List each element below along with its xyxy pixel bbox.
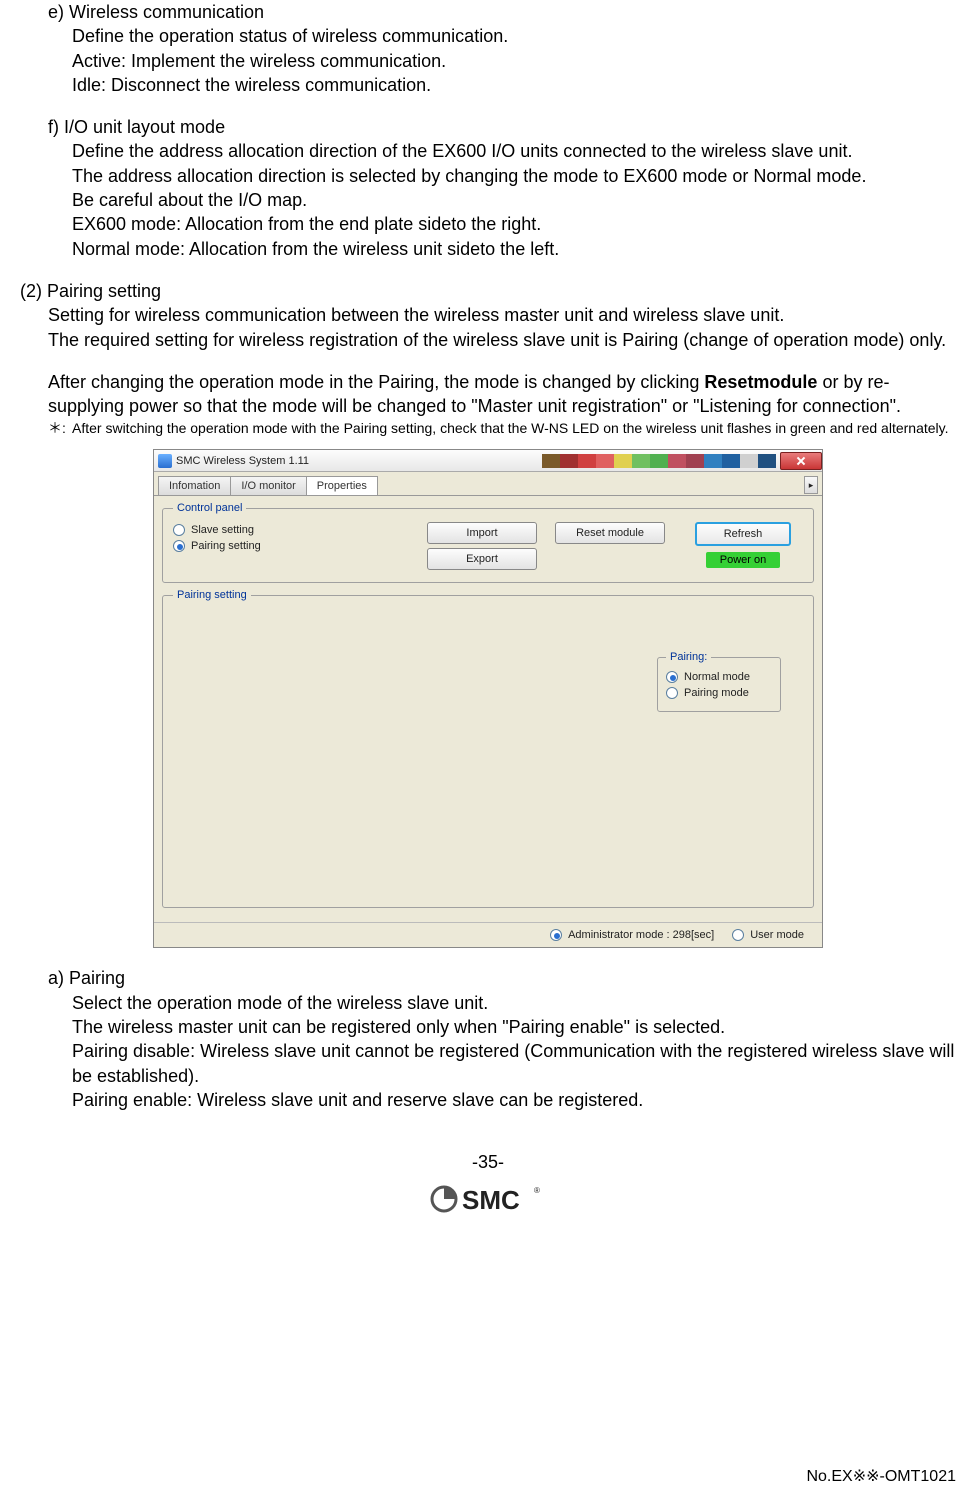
radio-label: Slave setting	[191, 524, 254, 536]
radio-icon	[732, 929, 744, 941]
radio-user-mode[interactable]: User mode	[732, 929, 804, 941]
section-e-line: Idle: Disconnect the wireless communicat…	[20, 73, 956, 97]
colorbar-swatch	[668, 454, 686, 468]
colorbar-swatch	[632, 454, 650, 468]
section-a-line: Select the operation mode of the wireles…	[20, 991, 956, 1015]
status-user-label: User mode	[750, 929, 804, 941]
svg-text:®: ®	[534, 1186, 540, 1195]
pairing-p2: The required setting for wireless regist…	[20, 328, 956, 352]
tab-infomation[interactable]: Infomation	[158, 476, 231, 495]
colorbar-swatch	[560, 454, 578, 468]
colorbar-swatch	[740, 454, 758, 468]
pairing-p3: After changing the operation mode in the…	[20, 370, 956, 419]
section-a-line: Pairing disable: Wireless slave unit can…	[20, 1039, 956, 1088]
section-a-line: The wireless master unit can be register…	[20, 1015, 956, 1039]
pairing-heading: (2) Pairing setting	[20, 279, 956, 303]
note-text: After switching the operation mode with …	[72, 420, 949, 436]
export-button[interactable]: Export	[427, 548, 537, 570]
radio-normal-mode[interactable]: Normal mode	[666, 671, 772, 683]
section-e-line: Define the operation status of wireless …	[20, 24, 956, 48]
import-button[interactable]: Import	[427, 522, 537, 544]
pairing-p3-bold: Resetmodule	[704, 372, 817, 392]
pairing-setting-group: Pairing setting Pairing: Normal mode Pai…	[162, 589, 814, 908]
colorbar-swatch	[542, 454, 560, 468]
window-title: SMC Wireless System 1.11	[176, 455, 309, 467]
pairing-mode-group: Pairing: Normal mode Pairing mode	[657, 651, 781, 712]
note-prefix: ＊:	[48, 418, 72, 439]
colorbar-swatch	[704, 454, 722, 468]
radio-admin-mode[interactable]: Administrator mode : 298[sec]	[550, 929, 714, 941]
radio-pairing-setting[interactable]: Pairing setting	[173, 540, 363, 552]
section-f-line: Define the address allocation direction …	[20, 139, 956, 163]
pairing-note: ＊:After switching the operation mode wit…	[20, 418, 956, 439]
close-icon[interactable]	[780, 452, 822, 470]
reset-module-button[interactable]: Reset module	[555, 522, 665, 544]
section-a-title: a) Pairing	[20, 966, 956, 990]
app-icon	[158, 454, 172, 468]
pairing-setting-legend: Pairing setting	[173, 589, 251, 601]
radio-label: Normal mode	[684, 671, 750, 683]
document-number: No.EX※※-OMT1021	[806, 1466, 956, 1486]
statusbar: Administrator mode : 298[sec] User mode	[154, 922, 822, 947]
radio-icon	[666, 671, 678, 683]
refresh-button[interactable]: Refresh	[695, 522, 791, 546]
colorbar-swatch	[614, 454, 632, 468]
control-panel-group: Control panel Slave setting Pairing sett…	[162, 502, 814, 583]
section-f-line: EX600 mode: Allocation from the end plat…	[20, 212, 956, 236]
section-e-title: e) Wireless communication	[20, 0, 956, 24]
tab-scroll-right-icon[interactable]: ▸	[804, 476, 818, 494]
section-e-line: Active: Implement the wireless communica…	[20, 49, 956, 73]
radio-label: Pairing setting	[191, 540, 261, 552]
colorbar-swatch	[650, 454, 668, 468]
smc-logo: SMC ®	[20, 1179, 956, 1224]
colorbar-swatch	[722, 454, 740, 468]
pairing-p1: Setting for wireless communication betwe…	[20, 303, 956, 327]
app-window: SMC Wireless System 1.11 Infomation I/O …	[153, 449, 823, 948]
colorbar-swatch	[686, 454, 704, 468]
pairing-p3-pre: After changing the operation mode in the…	[48, 372, 704, 392]
pairing-mode-legend: Pairing:	[666, 651, 711, 663]
radio-icon	[173, 524, 185, 536]
svg-text:SMC: SMC	[462, 1185, 520, 1215]
power-status-badge: Power on	[706, 552, 780, 568]
control-panel-legend: Control panel	[173, 502, 246, 514]
colorbar-swatch	[596, 454, 614, 468]
radio-label: Pairing mode	[684, 687, 749, 699]
tab-strip: Infomation I/O monitor Properties ▸	[154, 472, 822, 496]
radio-icon	[550, 929, 562, 941]
status-admin-label: Administrator mode : 298[sec]	[568, 929, 714, 941]
radio-icon	[173, 540, 185, 552]
tab-io-monitor[interactable]: I/O monitor	[230, 476, 306, 495]
titlebar: SMC Wireless System 1.11	[154, 450, 822, 472]
titlebar-colorbar	[542, 454, 776, 468]
radio-icon	[666, 687, 678, 699]
page-number: -35-	[20, 1152, 956, 1173]
section-f-title: f) I/O unit layout mode	[20, 115, 956, 139]
colorbar-swatch	[758, 454, 776, 468]
colorbar-swatch	[578, 454, 596, 468]
section-a-line: Pairing enable: Wireless slave unit and …	[20, 1088, 956, 1112]
radio-pairing-mode[interactable]: Pairing mode	[666, 687, 772, 699]
section-f-line: Be careful about the I/O map.	[20, 188, 956, 212]
tab-properties[interactable]: Properties	[306, 476, 378, 495]
radio-slave-setting[interactable]: Slave setting	[173, 524, 363, 536]
section-f-line: Normal mode: Allocation from the wireles…	[20, 237, 956, 261]
section-f-line: The address allocation direction is sele…	[20, 164, 956, 188]
